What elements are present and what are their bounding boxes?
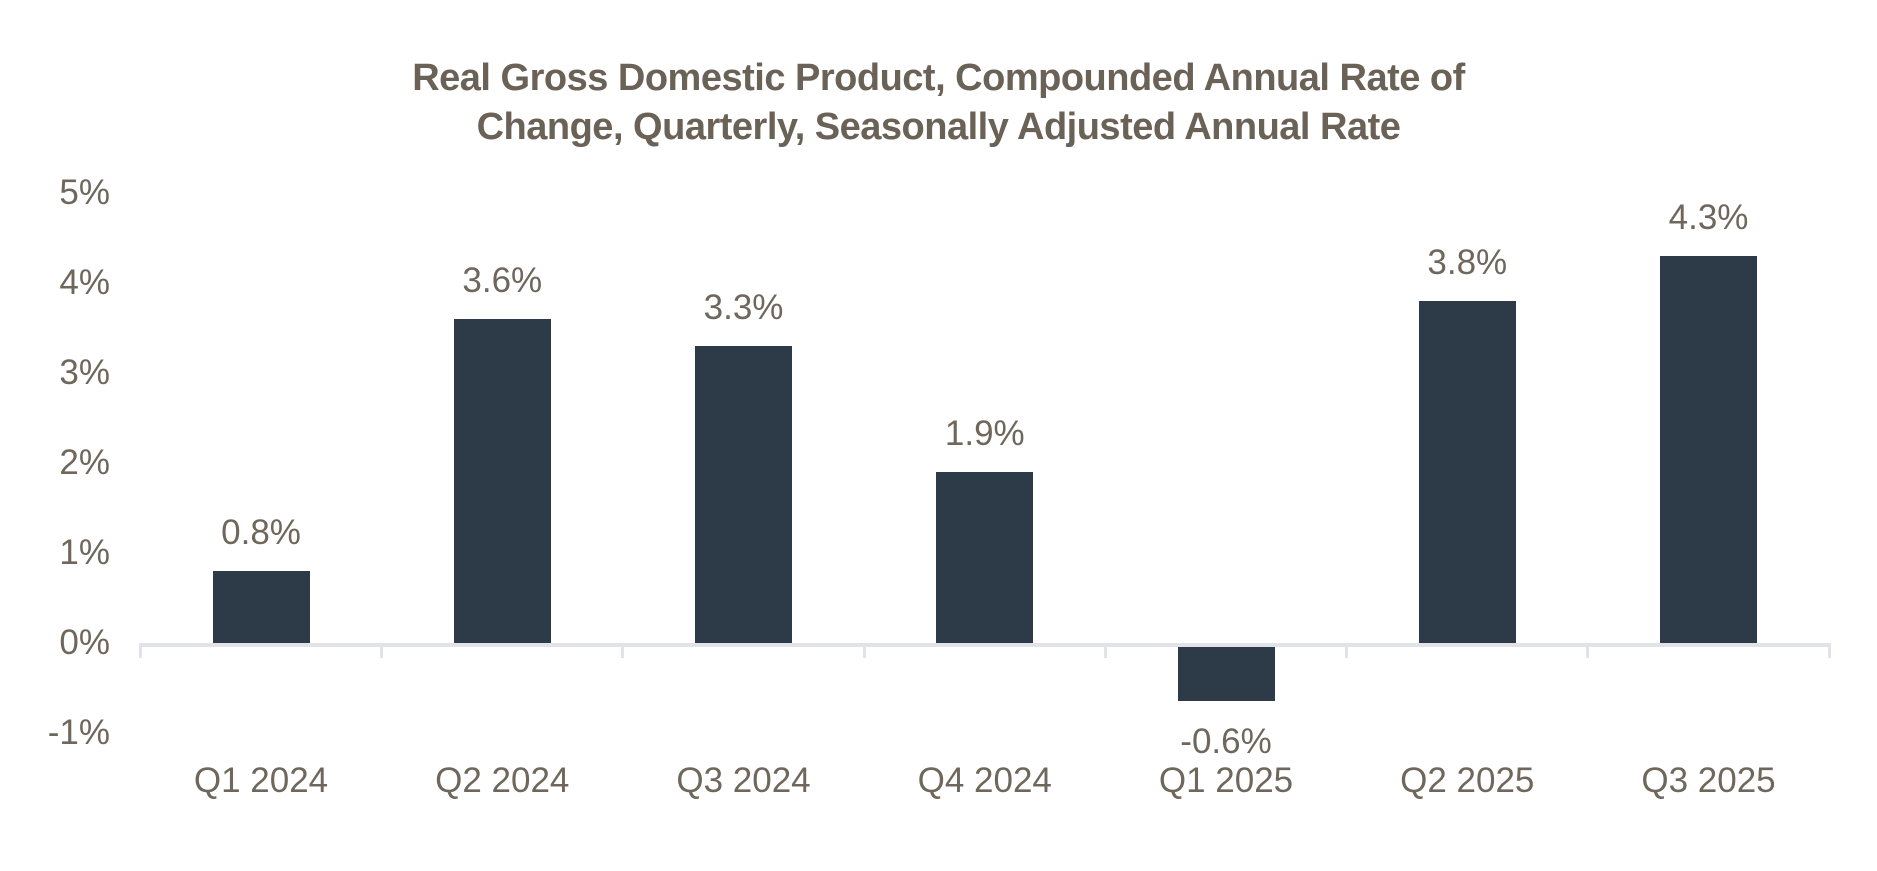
bar-q2-2024 — [453, 319, 551, 643]
y-axis-label: 0% — [59, 623, 110, 662]
value-label-q2-2025: 3.8% — [1427, 243, 1508, 282]
value-label-q1-2025: -0.6% — [1180, 722, 1272, 761]
x-axis-label-q1-2025: Q1 2025 — [1158, 761, 1294, 800]
x-axis-tick — [380, 643, 384, 658]
value-label-q4-2024: 1.9% — [944, 414, 1025, 453]
y-axis-label: 4% — [59, 263, 110, 302]
x-axis-label-q3-2024: Q3 2024 — [676, 761, 811, 800]
x-axis-tick — [621, 643, 625, 658]
x-axis-tick — [1103, 643, 1107, 658]
y-axis-label: -1% — [47, 713, 110, 752]
chart-title: Real Gross Domestic Product, Compounded … — [0, 54, 1877, 152]
chart-title-line-1: Real Gross Domestic Product, Compounded … — [412, 57, 1465, 99]
bar-q3-2025 — [1660, 256, 1758, 643]
value-label-q3-2024: 3.3% — [703, 288, 784, 327]
x-axis-label-q2-2024: Q2 2024 — [435, 761, 570, 800]
value-label-q2-2024: 3.6% — [462, 261, 543, 300]
x-axis-tick — [1586, 643, 1590, 658]
y-axis-label: 5% — [59, 173, 110, 212]
x-axis-tick — [138, 643, 142, 658]
value-label-q3-2025: 4.3% — [1668, 198, 1749, 237]
value-label-q1-2024: 0.8% — [221, 513, 301, 552]
x-axis-tick — [1827, 643, 1831, 658]
bar-q1-2025 — [1177, 647, 1275, 701]
x-axis-label-q3-2025: Q3 2025 — [1641, 761, 1776, 800]
x-axis-tick — [862, 643, 866, 658]
bar-q1-2024 — [212, 571, 310, 643]
chart-title-line-2: Change, Quarterly, Seasonally Adjusted A… — [476, 106, 1401, 148]
bar-q2-2025 — [1418, 301, 1516, 643]
y-axis-label: 2% — [59, 443, 110, 482]
x-axis-label-q1-2024: Q1 2024 — [193, 761, 329, 800]
x-axis-label-q4-2024: Q4 2024 — [917, 761, 1052, 800]
x-axis-tick — [1345, 643, 1349, 658]
x-axis-label-q2-2025: Q2 2025 — [1400, 761, 1535, 800]
y-axis-label: 3% — [59, 353, 110, 392]
bar-q3-2024 — [695, 346, 793, 643]
y-axis-label: 1% — [59, 533, 110, 572]
bar-q4-2024 — [936, 472, 1034, 643]
x-axis-line — [138, 643, 1831, 647]
